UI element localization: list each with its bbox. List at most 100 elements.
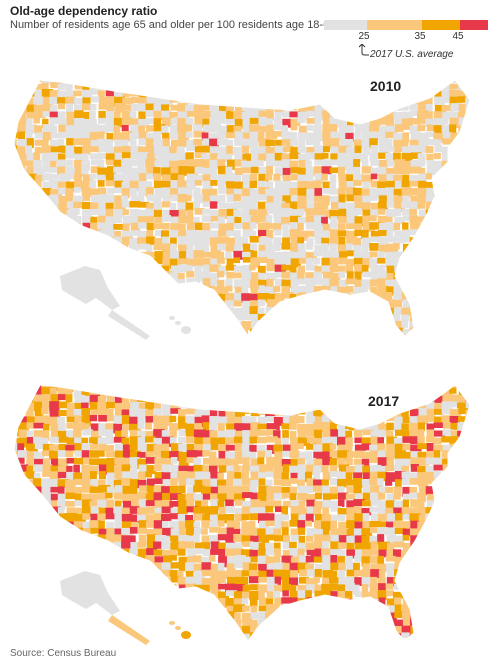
county-cell [289,335,300,336]
county-cell [370,132,379,141]
county-cell [386,286,394,296]
county-cell [457,478,469,486]
county-cell [194,591,206,600]
county-cell [14,479,22,489]
county-cell [58,245,70,251]
county-cell [234,236,247,247]
county-cell [14,292,17,300]
county-cell [475,117,482,127]
county-cell [90,605,101,615]
county-cell [26,486,35,493]
county-cell [457,286,466,293]
county-cell [74,153,86,163]
county-cell [234,612,241,621]
county-cell [385,258,397,268]
county-cell [441,478,453,486]
county-cell [114,570,121,579]
county-cell [401,471,410,479]
county-cell [66,159,73,167]
county-cell [137,285,146,296]
county-cell [130,96,142,104]
county-cell [321,216,328,226]
county-cell [169,146,177,156]
county-cell [193,612,204,621]
county-cell [465,96,470,104]
county-cell [321,604,329,614]
county-cell [201,528,208,535]
county-cell [42,570,51,578]
county-cell [385,500,396,511]
county-cell [298,104,308,113]
county-cell [58,410,71,416]
county-cell [130,591,139,600]
county-cell [122,278,131,289]
county-cell [313,313,324,323]
county-cell [402,436,412,443]
county-cell [354,416,365,426]
county-cell [313,451,325,460]
county-cell [169,229,180,239]
county-cell [145,457,156,464]
county-cell [410,451,421,458]
county-cell [402,443,411,451]
county-cell [18,251,31,261]
county-cell [154,619,163,628]
county-cell [425,507,434,516]
county-cell [306,549,318,558]
county-cell [114,409,125,420]
county-cell [314,293,323,300]
county-cell [129,429,142,439]
county-cell [129,436,142,445]
county-cell [17,335,28,336]
county-cell [385,299,395,310]
county-cell [138,89,148,98]
county-cell [354,464,365,474]
county-cell [57,208,69,215]
county-cell [202,437,215,448]
county-cell [418,140,429,151]
county-cell [257,436,267,444]
county-cell [106,584,116,591]
county-cell [14,208,21,215]
county-cell [170,307,181,317]
county-cell [377,437,384,446]
county-cell [322,209,332,218]
county-cell [425,320,433,327]
county-cell [273,416,285,426]
county-cell [242,584,250,595]
county-cell [385,111,396,119]
county-cell [217,166,228,175]
county-cell [442,117,449,125]
county-cell [475,146,486,154]
county-cell [202,408,213,418]
county-cell [425,513,437,522]
county-cell [50,493,59,504]
county-cell [258,166,269,178]
county-cell [162,251,173,259]
county-cell [281,139,293,147]
county-cell [169,486,179,494]
county-cell [209,82,222,90]
county-cell [169,430,177,439]
county-cell [250,422,261,433]
county-cell [457,202,469,210]
county-cell [90,513,101,523]
county-cell [137,216,150,227]
county-cell [282,118,292,128]
county-cell [458,408,468,414]
county-cell [138,83,148,93]
county-cell [177,124,189,135]
county-cell [233,257,241,264]
county-cell [273,604,280,615]
county-cell [42,590,52,598]
county-cell [433,437,442,445]
county-cell [153,528,164,537]
county-cell [42,604,50,614]
county-cell [26,437,35,445]
county-cell [57,250,67,257]
county-cell [450,152,461,162]
county-cell [186,457,197,463]
county-cell [49,527,57,536]
county-cell [114,534,125,542]
county-cell [402,619,411,629]
